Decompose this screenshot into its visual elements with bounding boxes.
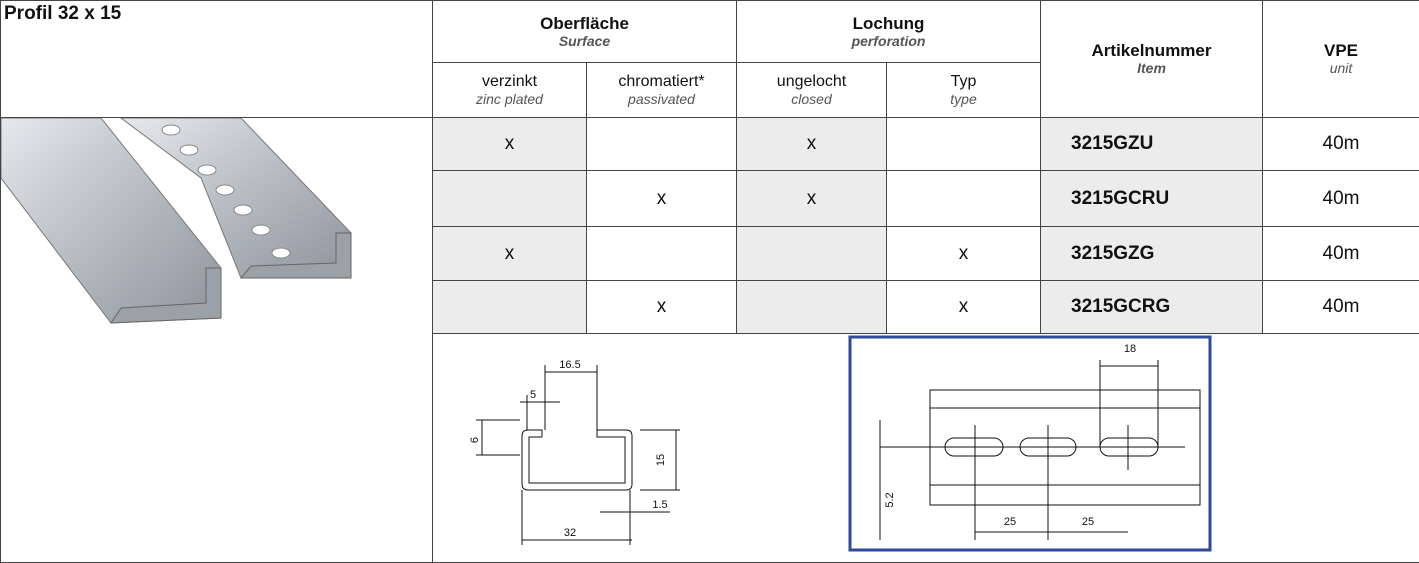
item-number: 3215GZG [1041,227,1263,281]
option-cell: x [587,171,737,227]
item-number: 3215GCRG [1041,281,1263,334]
option-cell: x [433,227,587,281]
option-cell [887,171,1041,227]
header-en: passivated [587,91,736,107]
item-number: 3215GCRU [1041,171,1263,227]
header-de: ungelocht [777,73,846,90]
option-cell [887,118,1041,171]
option-cell [587,227,737,281]
header-en: perforation [737,33,1040,49]
unit-cell: 40m [1263,227,1419,281]
option-cell: x [887,281,1041,334]
option-cell [433,281,587,334]
dimension-label: 25 [1004,516,1016,528]
title: Profil 32 x 15 [1,1,433,118]
unit-cell: 40m [1263,171,1419,227]
dimension-label: 5 [530,389,536,401]
dimension-label: 18 [1124,343,1136,355]
header-en: unit [1263,60,1419,76]
header-en: Surface [433,33,736,49]
header-chromated: chromatiert*passivated [587,63,737,118]
header-de: Typ [951,73,977,90]
dimension-label: 1.5 [652,499,667,511]
option-cell [587,118,737,171]
technical-drawings: 16.5 5 6 15 1.5 32 18 5.2 25 25 [433,334,1419,557]
dimension-label: 15 [655,454,667,466]
dimension-label: 25 [1082,516,1094,528]
header-de: Lochung [853,14,925,33]
option-cell: x [587,281,737,334]
header-de: Artikelnummer [1092,41,1212,60]
rail-photo [1,118,433,358]
header-de: verzinkt [482,73,537,90]
option-cell [737,281,887,334]
dimension-label: 5.2 [884,492,896,507]
dimension-label: 16.5 [559,359,580,371]
drawings: 16.5 5 6 15 1.5 32 18 5.2 25 25 [433,334,1419,563]
option-cell: x [433,118,587,171]
option-cell: x [737,118,887,171]
option-cell: x [887,227,1041,281]
dimension-label: 6 [469,437,481,443]
dimension-label: 32 [564,527,576,539]
header-en: Item [1041,60,1262,76]
header-de: VPE [1324,41,1358,60]
header-en: closed [737,91,886,107]
unit-cell: 40m [1263,281,1419,334]
header-en: zinc plated [433,91,586,107]
header-de: Oberfläche [540,14,629,33]
unit-cell: 40m [1263,118,1419,171]
header-de: chromatiert* [618,73,704,90]
option-cell: x [737,171,887,227]
product-photo [1,118,433,563]
item-number: 3215GZU [1041,118,1263,171]
option-cell [433,171,587,227]
option-cell [737,227,887,281]
header-en: type [887,91,1040,107]
